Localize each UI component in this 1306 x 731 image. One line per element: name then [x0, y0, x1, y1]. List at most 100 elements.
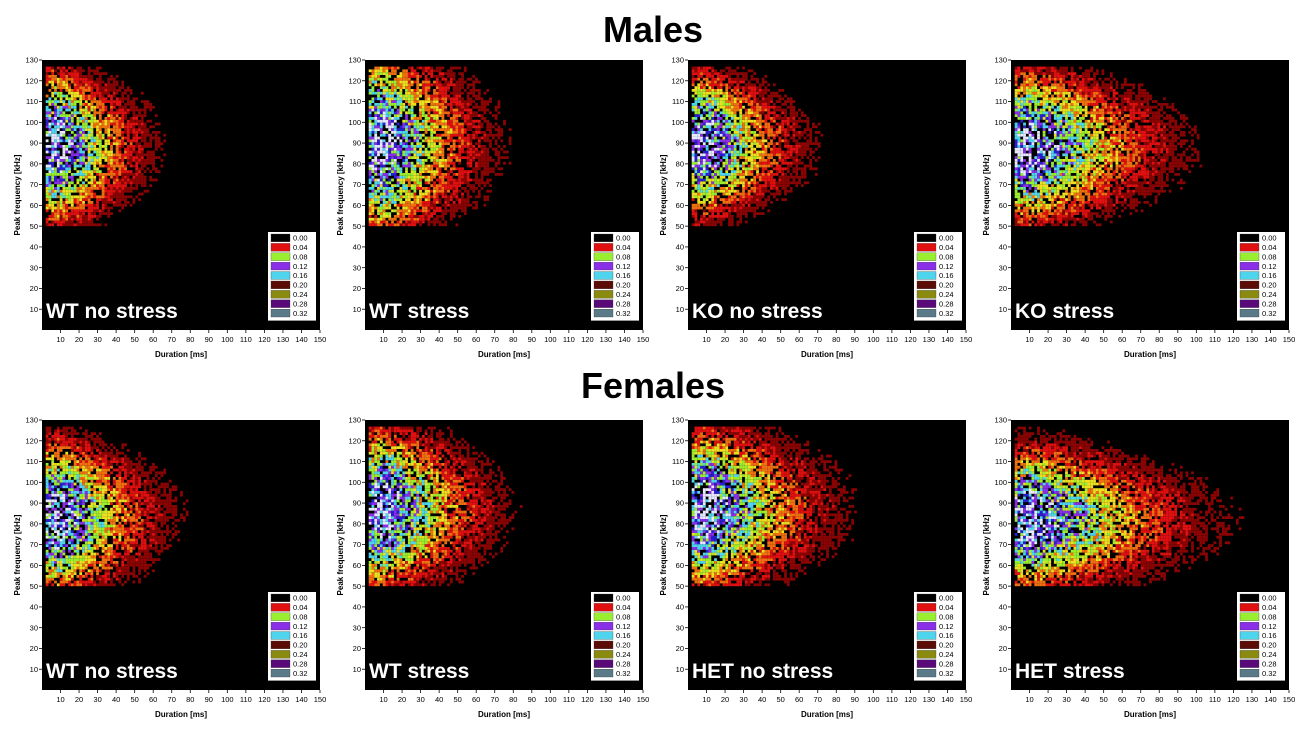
density-cell: [407, 139, 411, 143]
density-cell: [374, 80, 378, 84]
density-cell: [449, 80, 453, 84]
density-cell: [143, 125, 147, 129]
density-cell: [427, 72, 431, 75]
density-cell: [427, 201, 431, 204]
density-cell: [73, 159, 77, 162]
density-cell: [697, 72, 701, 75]
density-cell: [79, 111, 83, 115]
density-cell: [447, 156, 450, 159]
density-cell: [775, 133, 779, 137]
density-cell: [744, 139, 748, 143]
density-cell: [82, 111, 85, 115]
density-cell: [112, 128, 116, 131]
density-cell: [705, 69, 709, 73]
density-cell: [399, 223, 403, 227]
density-cell: [56, 209, 60, 213]
density-cell: [449, 108, 453, 112]
density-cell: [730, 83, 734, 87]
density-cell: [458, 206, 462, 210]
density-cell: [463, 175, 467, 179]
density-cell: [424, 128, 428, 131]
density-cell: [393, 114, 397, 117]
density-cell: [98, 66, 102, 70]
density-cell: [500, 173, 504, 176]
density-cell: [744, 195, 748, 199]
density-cell: [764, 175, 768, 179]
density-cell: [472, 184, 476, 187]
density-cell: [778, 150, 782, 154]
density-cell: [736, 94, 740, 98]
density-cell: [385, 105, 389, 109]
density-cell: [82, 201, 85, 204]
density-cell: [694, 195, 698, 199]
density-cell: [472, 153, 476, 157]
density-cell: [104, 100, 108, 103]
density-cell: [756, 105, 759, 109]
density-cell: [149, 175, 153, 179]
density-cell: [466, 86, 470, 89]
density-cell: [110, 156, 113, 159]
density-cell: [714, 131, 717, 134]
density-cell: [410, 161, 414, 165]
density-cell: [388, 206, 392, 210]
density-cell: [747, 164, 751, 168]
density-cell: [477, 192, 481, 196]
density-cell: [385, 147, 389, 151]
density-cell: [107, 153, 111, 157]
density-cell: [472, 125, 476, 129]
density-cell: [486, 122, 490, 126]
y-tick-label: 20: [353, 284, 361, 293]
density-cell: [393, 66, 397, 70]
density-cell: [115, 195, 119, 199]
density-cell: [115, 91, 119, 95]
density-cell: [728, 206, 731, 210]
density-cell: [702, 83, 706, 87]
density-cell: [728, 75, 731, 78]
density-cell: [115, 142, 119, 145]
density-cell: [750, 201, 754, 204]
density-cell: [433, 119, 436, 123]
density-cell: [79, 77, 83, 81]
density-cell: [736, 161, 740, 165]
density-cell: [497, 133, 501, 137]
density-cell: [96, 131, 99, 134]
density-cell: [368, 69, 372, 73]
y-tick-label: 110: [349, 97, 361, 106]
density-cell: [430, 139, 434, 143]
density-cell: [433, 203, 436, 207]
density-cell: [104, 105, 108, 109]
density-cell: [126, 187, 130, 190]
density-cell: [68, 83, 71, 87]
density-cell: [48, 189, 52, 193]
density-cell: [59, 72, 63, 75]
density-cell: [65, 217, 69, 221]
density-cell: [388, 119, 392, 123]
density-cell: [407, 133, 411, 137]
density-cell: [68, 175, 71, 179]
density-cell: [56, 206, 60, 210]
density-cell: [778, 178, 782, 182]
density-cell: [377, 217, 380, 221]
density-cell: [419, 181, 422, 185]
density-cell: [725, 187, 729, 190]
density-cell: [115, 83, 119, 87]
density-cell: [475, 156, 478, 159]
density-cell: [747, 189, 751, 193]
density-cell: [725, 86, 729, 89]
density-cell: [101, 175, 105, 179]
density-cell: [444, 161, 448, 165]
density-cell: [79, 164, 83, 168]
density-cell: [491, 159, 495, 162]
density-cell: [458, 181, 462, 185]
density-cell: [405, 198, 408, 201]
density-cell: [98, 122, 102, 126]
density-cell: [59, 111, 63, 115]
density-cell: [399, 133, 403, 137]
density-cell: [435, 133, 439, 137]
density-cell: [424, 159, 428, 162]
density-cell: [421, 91, 425, 95]
density-cell: [730, 184, 734, 187]
density-cell: [393, 173, 397, 176]
density-cell: [761, 108, 765, 112]
density-cell: [371, 170, 375, 173]
